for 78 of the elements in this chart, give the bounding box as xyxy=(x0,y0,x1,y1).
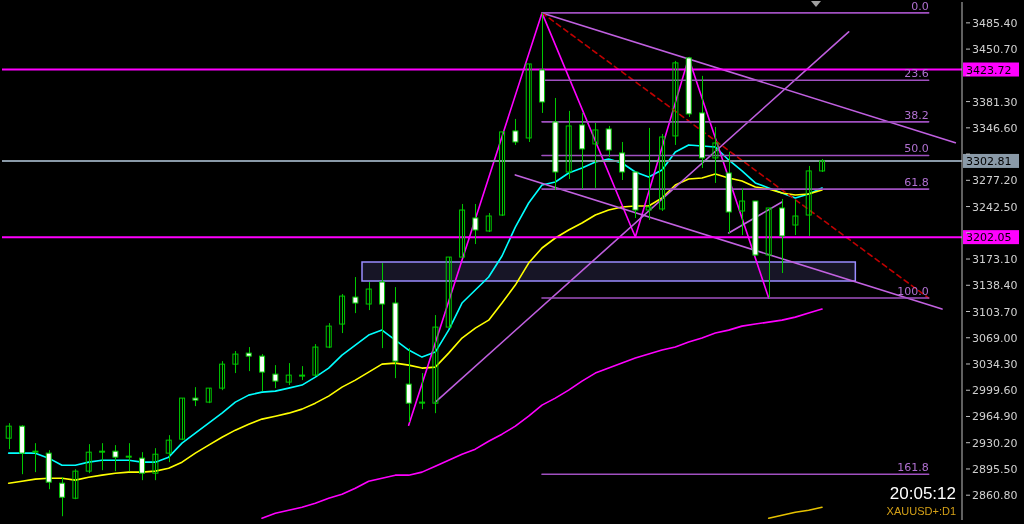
candlestick xyxy=(405,347,412,423)
candlestick xyxy=(485,212,492,233)
ref-line-label: 3423.72 xyxy=(966,63,1012,77)
candlestick xyxy=(259,353,266,392)
annotation: 23.6 xyxy=(904,67,929,81)
candlestick xyxy=(619,141,626,181)
candlestick xyxy=(659,133,666,212)
y-tick-label: 3034.30 xyxy=(972,358,1018,371)
candlestick xyxy=(72,468,79,500)
candlestick xyxy=(499,131,506,217)
candlestick xyxy=(192,386,199,407)
annotation: XAUUSD+:D1 xyxy=(886,504,956,518)
annotation: 0.0 xyxy=(911,0,929,13)
y-tick-label: 2999.60 xyxy=(972,384,1018,398)
candlestick xyxy=(312,343,319,377)
ref-line-label: 3302.81 xyxy=(966,154,1012,168)
annotation: 61.8 xyxy=(904,176,929,190)
candlestick xyxy=(139,451,146,481)
candlestick xyxy=(459,203,466,258)
y-tick-label: 2930.20 xyxy=(972,436,1018,450)
candlestick xyxy=(339,293,346,334)
candlestick xyxy=(672,60,679,146)
y-tick-label: 3485.40 xyxy=(972,16,1018,30)
candlestick xyxy=(165,434,172,463)
candlestick xyxy=(472,203,479,245)
candlestick xyxy=(365,281,372,311)
candlestick xyxy=(112,444,119,472)
candlestick xyxy=(245,346,252,372)
candlestick xyxy=(805,165,812,237)
y-tick-label: 3173.10 xyxy=(972,253,1018,267)
candlestick xyxy=(152,447,159,481)
candlestick xyxy=(219,360,226,391)
candlestick xyxy=(432,314,439,414)
y-tick-label: 3346.60 xyxy=(972,121,1018,135)
y-tick-label: 2964.90 xyxy=(972,410,1018,424)
annotation: 50.0 xyxy=(904,142,929,156)
annotation: 161.8 xyxy=(897,461,929,475)
y-tick-label: 2895.50 xyxy=(972,462,1018,476)
candlestick xyxy=(592,122,599,189)
candlestick xyxy=(179,397,186,441)
candlestick xyxy=(5,422,12,450)
y-tick-label: 2860.80 xyxy=(972,489,1018,503)
candlestick xyxy=(605,125,612,158)
candlestick xyxy=(379,262,386,349)
ref-line-label: 3202.05 xyxy=(966,231,1012,245)
candlestick xyxy=(285,362,292,386)
candlestick xyxy=(325,322,332,349)
y-tick-label: 3069.00 xyxy=(972,331,1018,345)
candlestick xyxy=(579,112,586,190)
candlestick xyxy=(232,350,239,374)
annotation: 100.0 xyxy=(897,285,929,299)
candlestick xyxy=(512,118,519,146)
y-tick-label: 3450.70 xyxy=(972,43,1018,57)
candlestick xyxy=(59,476,66,517)
candlestick xyxy=(445,256,452,329)
candlestick xyxy=(525,63,532,143)
candlestick xyxy=(712,126,719,184)
line-series xyxy=(767,506,823,519)
candlestick xyxy=(352,276,359,314)
candlestick xyxy=(32,442,39,473)
candlestick xyxy=(739,187,746,236)
y-tick-label: 3381.30 xyxy=(972,95,1018,109)
y-tick-label: 3103.70 xyxy=(972,305,1018,319)
candlestick xyxy=(272,364,279,389)
y-tick-label: 3138.40 xyxy=(972,279,1018,293)
y-tick-label: 3242.50 xyxy=(972,200,1018,214)
candlestick xyxy=(565,110,572,180)
candlestick xyxy=(419,372,426,410)
y-tick-label: 3277.20 xyxy=(972,174,1018,188)
annotation: 20:05:12 xyxy=(888,484,956,504)
candlestick xyxy=(125,442,132,472)
candlestick xyxy=(99,442,106,471)
annotation: 38.2 xyxy=(904,108,929,122)
candlestick xyxy=(765,207,772,299)
line-series xyxy=(261,308,823,519)
candlestick xyxy=(85,443,92,474)
candlestick xyxy=(792,199,799,236)
candlestick xyxy=(645,127,652,221)
